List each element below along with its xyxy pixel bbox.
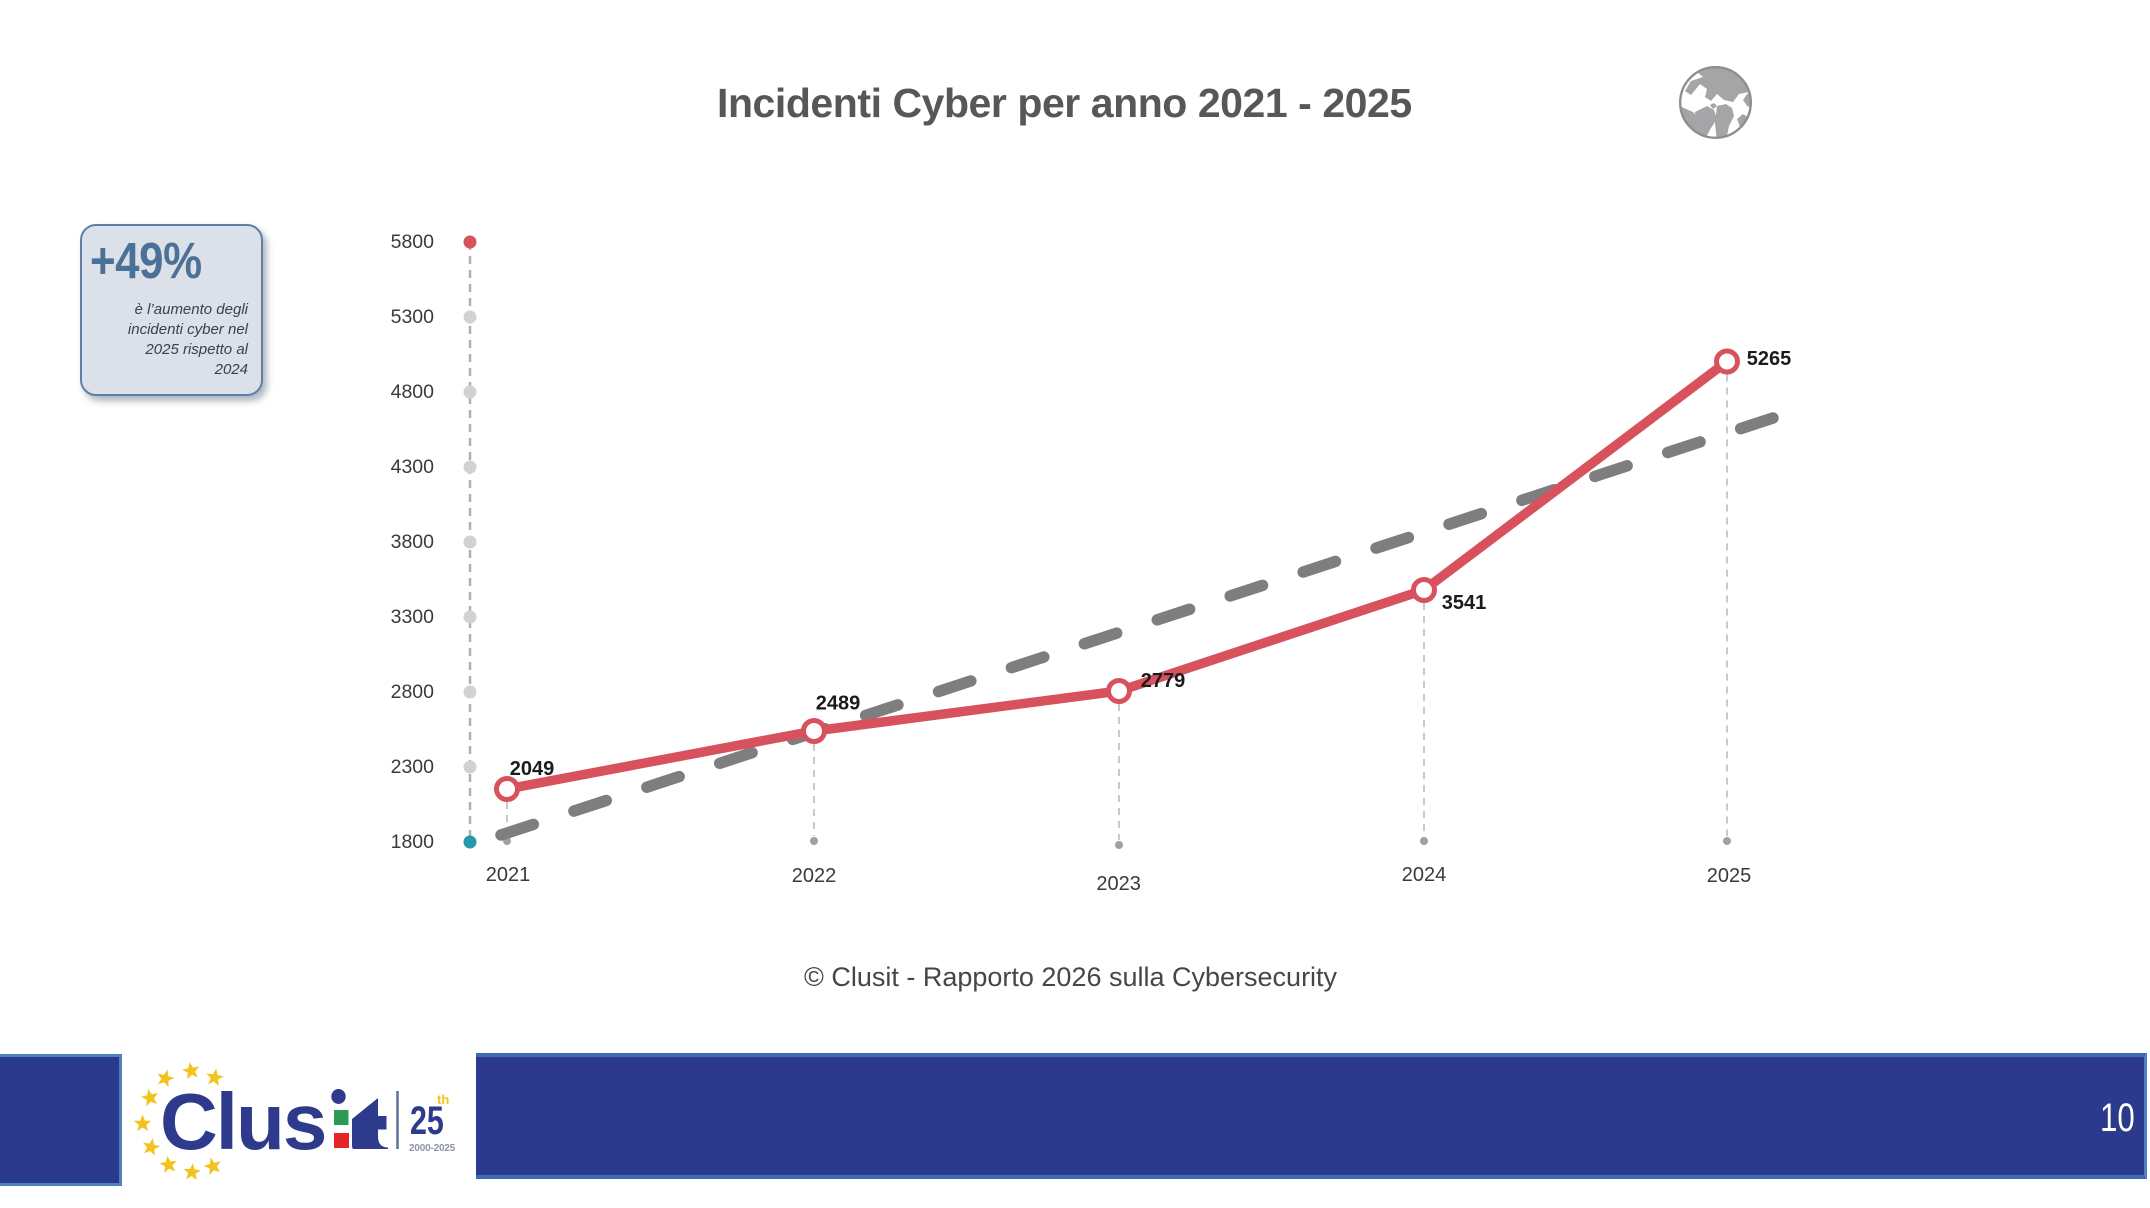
svg-text:2024: 2024 bbox=[1402, 864, 1447, 886]
svg-text:2025: 2025 bbox=[1707, 865, 1752, 887]
svg-text:3800: 3800 bbox=[391, 531, 435, 553]
svg-text:2779: 2779 bbox=[1141, 670, 1186, 692]
svg-text:th: th bbox=[437, 1092, 449, 1107]
svg-text:2800: 2800 bbox=[391, 681, 435, 703]
svg-text:2300: 2300 bbox=[391, 756, 435, 778]
svg-text:4300: 4300 bbox=[391, 456, 435, 478]
svg-text:25: 25 bbox=[410, 1098, 444, 1143]
svg-text:Clus: Clus bbox=[160, 1077, 325, 1166]
svg-text:2021: 2021 bbox=[486, 864, 531, 886]
svg-text:2489: 2489 bbox=[816, 693, 861, 715]
svg-text:1800: 1800 bbox=[391, 831, 435, 853]
svg-text:2000-2025: 2000-2025 bbox=[409, 1143, 456, 1154]
svg-text:2022: 2022 bbox=[792, 865, 837, 887]
svg-text:5800: 5800 bbox=[391, 231, 435, 253]
svg-text:5265: 5265 bbox=[1747, 348, 1792, 370]
svg-text:3541: 3541 bbox=[1442, 592, 1487, 614]
svg-text:5300: 5300 bbox=[391, 306, 435, 328]
svg-text:2023: 2023 bbox=[1096, 873, 1141, 895]
svg-text:2049: 2049 bbox=[510, 758, 555, 780]
svg-text:4800: 4800 bbox=[391, 381, 435, 403]
svg-text:3300: 3300 bbox=[391, 606, 435, 628]
